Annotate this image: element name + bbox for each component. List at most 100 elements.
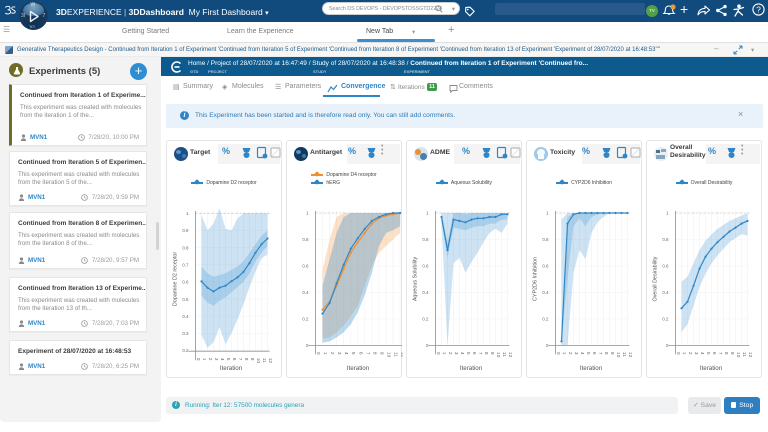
- svg-text:CYP2D6 Inhibition: CYP2D6 Inhibition: [533, 257, 539, 301]
- svg-text:6: 6: [711, 352, 717, 355]
- svg-text:8: 8: [723, 352, 729, 355]
- svg-text:Iteration: Iteration: [700, 365, 723, 372]
- svg-text:1: 1: [441, 352, 447, 355]
- svg-text:1: 1: [426, 211, 429, 216]
- svg-text:0: 0: [675, 352, 681, 355]
- svg-text:0.6: 0.6: [302, 264, 309, 269]
- svg-text:1: 1: [666, 211, 669, 216]
- svg-text:7: 7: [477, 352, 483, 355]
- svg-text:3: 3: [693, 352, 699, 355]
- svg-text:7: 7: [717, 352, 723, 355]
- svg-text:Iteration: Iteration: [220, 365, 243, 372]
- svg-text:0.6: 0.6: [542, 264, 549, 269]
- svg-text:0.4: 0.4: [422, 290, 429, 295]
- svg-text:3: 3: [213, 358, 219, 361]
- svg-text:11: 11: [501, 352, 507, 357]
- svg-text:12: 12: [507, 352, 513, 358]
- svg-text:0: 0: [315, 352, 321, 355]
- svg-text:12: 12: [400, 352, 403, 358]
- svg-text:5: 5: [225, 358, 231, 361]
- svg-text:8: 8: [483, 352, 489, 355]
- svg-text:0.2: 0.2: [662, 317, 669, 322]
- svg-text:Dopamine D2 receptor: Dopamine D2 receptor: [173, 252, 179, 306]
- svg-text:0.9: 0.9: [182, 228, 189, 233]
- svg-text:4: 4: [219, 358, 225, 361]
- svg-text:0.8: 0.8: [662, 237, 669, 242]
- svg-text:12: 12: [747, 352, 753, 358]
- svg-text:2: 2: [687, 352, 693, 355]
- svg-text:7: 7: [364, 352, 370, 355]
- svg-text:0: 0: [546, 343, 549, 348]
- svg-text:0.4: 0.4: [182, 314, 189, 319]
- svg-text:12: 12: [627, 352, 633, 358]
- svg-text:6: 6: [471, 352, 477, 355]
- svg-text:10: 10: [615, 352, 621, 358]
- svg-text:4: 4: [579, 352, 585, 355]
- svg-text:1: 1: [306, 211, 309, 216]
- svg-text:6: 6: [591, 352, 597, 355]
- svg-text:0: 0: [306, 343, 309, 348]
- svg-text:3: 3: [453, 352, 459, 355]
- svg-text:1: 1: [681, 352, 687, 355]
- svg-text:0.6: 0.6: [422, 264, 429, 269]
- svg-text:0.2: 0.2: [422, 317, 429, 322]
- svg-text:6: 6: [231, 358, 237, 361]
- svg-text:5: 5: [350, 352, 356, 355]
- svg-text:0.4: 0.4: [662, 290, 669, 295]
- svg-text:9: 9: [489, 352, 495, 355]
- svg-text:0: 0: [195, 358, 201, 361]
- svg-text:7: 7: [597, 352, 603, 355]
- svg-text:10: 10: [495, 352, 501, 358]
- svg-text:Aqueous Solubility: Aqueous Solubility: [413, 257, 419, 302]
- svg-text:Iteration: Iteration: [347, 365, 370, 372]
- svg-text:0.2: 0.2: [542, 317, 549, 322]
- svg-text:4: 4: [699, 352, 705, 355]
- svg-text:0.6: 0.6: [182, 280, 189, 285]
- svg-text:5: 5: [585, 352, 591, 355]
- svg-text:12: 12: [267, 358, 273, 364]
- svg-text:0.4: 0.4: [302, 290, 309, 295]
- svg-text:6: 6: [357, 352, 363, 355]
- svg-text:11: 11: [261, 358, 267, 363]
- svg-text:9: 9: [378, 352, 384, 355]
- svg-text:7: 7: [237, 358, 243, 361]
- svg-text:0: 0: [666, 343, 669, 348]
- svg-text:8: 8: [371, 352, 377, 355]
- svg-text:0.8: 0.8: [422, 237, 429, 242]
- svg-text:3: 3: [573, 352, 579, 355]
- svg-text:0.3: 0.3: [182, 331, 189, 336]
- svg-text:Iteration: Iteration: [580, 365, 603, 372]
- svg-text:1: 1: [322, 352, 328, 355]
- svg-text:9: 9: [729, 352, 735, 355]
- svg-text:1: 1: [561, 352, 567, 355]
- svg-text:5: 5: [465, 352, 471, 355]
- svg-text:5: 5: [705, 352, 711, 355]
- svg-text:2: 2: [329, 352, 335, 355]
- svg-text:1: 1: [186, 211, 189, 216]
- svg-text:11: 11: [741, 352, 747, 357]
- svg-text:11: 11: [621, 352, 627, 357]
- svg-text:0.4: 0.4: [542, 290, 549, 295]
- svg-text:2: 2: [567, 352, 573, 355]
- svg-text:9: 9: [609, 352, 615, 355]
- svg-text:8: 8: [603, 352, 609, 355]
- svg-text:10: 10: [255, 358, 261, 364]
- svg-text:0: 0: [435, 352, 441, 355]
- svg-text:2: 2: [447, 352, 453, 355]
- svg-text:0.8: 0.8: [302, 237, 309, 242]
- svg-text:2: 2: [207, 358, 213, 361]
- svg-text:0.2: 0.2: [302, 317, 309, 322]
- svg-text:1: 1: [201, 358, 207, 361]
- svg-text:0.5: 0.5: [182, 297, 189, 302]
- svg-text:?: ?: [756, 4, 761, 14]
- svg-text:0: 0: [426, 343, 429, 348]
- svg-text:8: 8: [243, 358, 249, 361]
- svg-text:3: 3: [336, 352, 342, 355]
- svg-text:1: 1: [546, 211, 549, 216]
- svg-text:10: 10: [386, 352, 392, 358]
- svg-text:0.6: 0.6: [662, 264, 669, 269]
- svg-text:11: 11: [393, 352, 399, 357]
- svg-text:9: 9: [249, 358, 255, 361]
- svg-text:0.8: 0.8: [542, 237, 549, 242]
- svg-text:10: 10: [735, 352, 741, 358]
